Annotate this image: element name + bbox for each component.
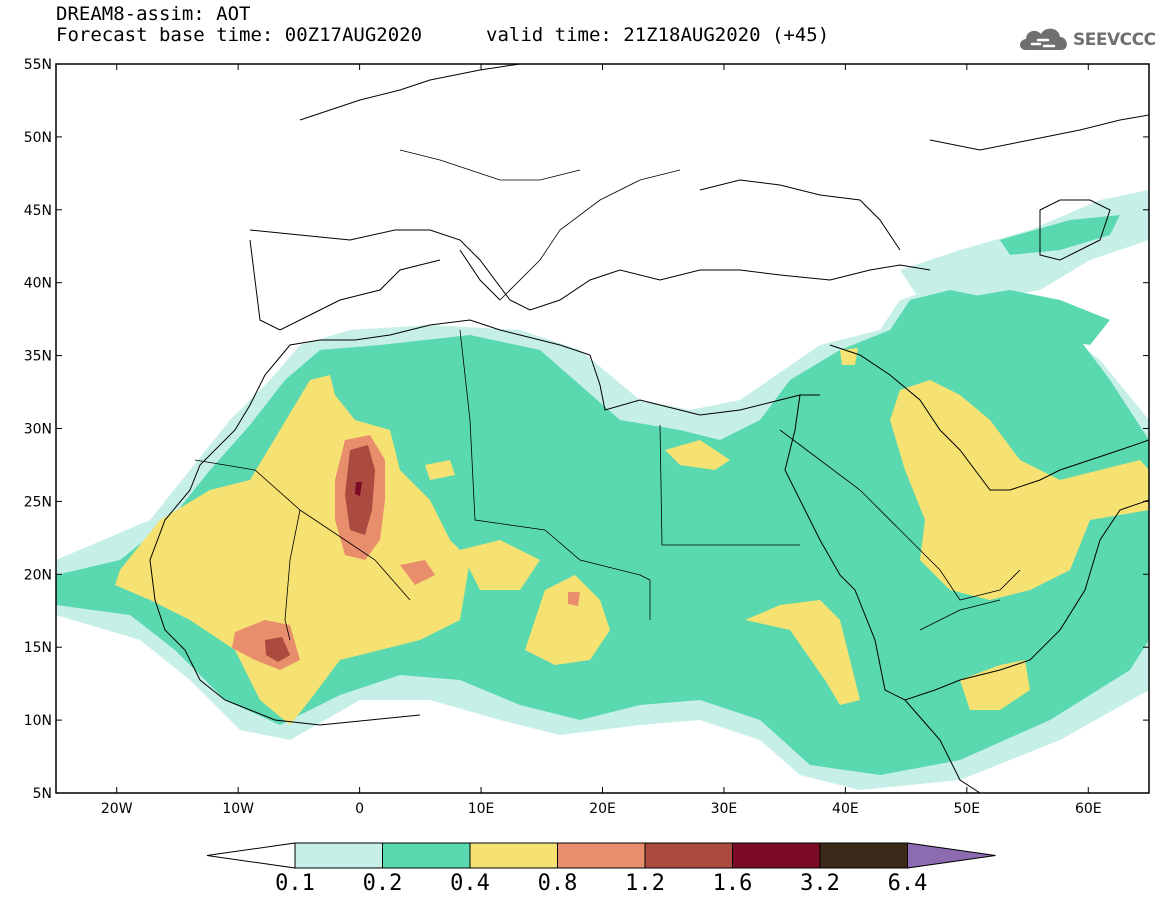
colorbar-over-arrow [907,842,996,869]
lat-tick-label: 35N [24,349,52,365]
lon-tick-label: 0 [355,801,364,817]
map-title: DREAM8-assim: AOT [56,3,251,25]
valid-time: valid time: 21Z18AUG2020 (+45) [486,24,830,46]
colorbar-swatch [819,842,908,869]
lat-tick-label: 40N [24,276,52,292]
lat-tick-label: 10N [24,713,52,729]
colorbar-swatch [732,842,821,869]
colorbar-label: 6.4 [888,871,928,896]
lon-tick-label: 20W [101,801,133,817]
aot-level-1-6 [355,482,362,496]
colorbar-label: 0.2 [363,871,403,896]
lat-tick-label: 50N [24,130,52,146]
colorbar-swatch [294,842,383,869]
lat-tick-label: 30N [24,422,52,438]
lon-tick-label: 60E [1075,801,1102,817]
colorbar-swatch [382,842,471,869]
colorbar-swatch [644,842,733,869]
colorbar-label: 3.2 [800,871,840,896]
aot-contours [56,64,1149,793]
lon-tick-label: 30E [711,801,738,817]
coastlines [149,64,1149,793]
lon-tick-label: 20E [589,801,616,817]
forecast-base-time: Forecast base time: 00Z17AUG2020 [56,24,423,46]
political-borders [194,149,1021,641]
colorbar-under-arrow [206,842,296,869]
lat-tick-label: 25N [24,494,52,510]
colorbar-label: 0.4 [450,871,490,896]
lon-tick-label: 50E [953,801,980,817]
colorbar-swatch [469,842,558,869]
lon-tick-label: 40E [832,801,859,817]
colorbar-label: 0.1 [275,871,315,896]
lat-tick-label: 15N [24,640,52,656]
lat-tick-label: 55N [24,57,52,73]
colorbar-label: 1.6 [713,871,753,896]
lon-tick-label: 10E [468,801,495,817]
colorbar-label: 0.8 [538,871,578,896]
logo-text: SEEVCCC [1073,30,1156,50]
lon-tick-label: 10W [222,801,254,817]
seevccc-logo: SEEVCCC [1016,22,1156,56]
lat-tick-label: 20N [24,567,52,583]
cloud-icon [1020,28,1067,50]
colorbar-label: 1.2 [625,871,665,896]
axis-ticks: 5N 10N 15N 20N 25N 30N 35N 40N 45N 50N 55N 20W 10W 0 1… [24,57,1149,817]
colorbar-swatch [557,842,646,869]
lat-tick-label: 5N [33,786,52,802]
lat-tick-label: 45N [24,203,52,219]
